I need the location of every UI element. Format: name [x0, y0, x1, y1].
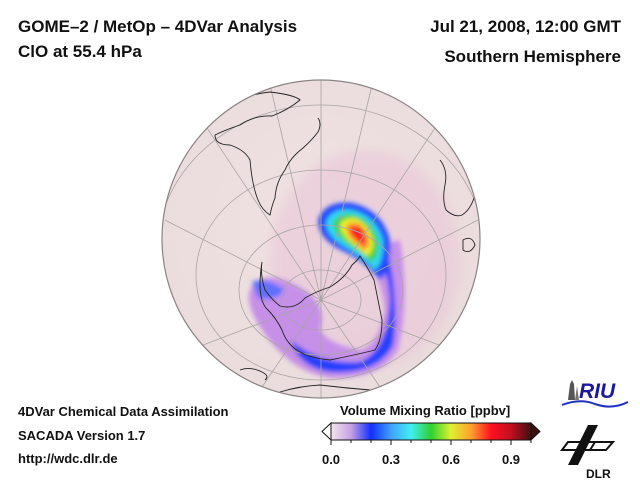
- riu-logo: RIU: [561, 380, 629, 408]
- coastlines: [195, 91, 476, 393]
- logos: RIU DLR: [560, 380, 629, 480]
- colorbar-extend-min: [321, 421, 332, 442]
- cathedral-icon: [568, 380, 575, 400]
- hemisphere-label: Southern Hemisphere: [444, 47, 621, 66]
- dlr-logo: DLR: [560, 425, 616, 480]
- colorbar-bar: [330, 422, 532, 441]
- colorbar: [321, 421, 541, 445]
- colorbar-title: Volume Mixing Ratio [ppbv]: [340, 403, 511, 418]
- footer-line-1: 4DVar Chemical Data Assimilation: [18, 404, 229, 419]
- colorbar-tick-label: 0.3: [381, 452, 401, 467]
- colorbar-tick-label: 0.9: [501, 452, 521, 467]
- title-line-2: ClO at 55.4 hPa: [18, 42, 142, 61]
- graticule: [162, 80, 480, 398]
- riu-text: RIU: [579, 380, 616, 403]
- river-icon: [561, 400, 629, 408]
- colorbar-tick-label: 0.6: [441, 452, 461, 467]
- date-label: Jul 21, 2008, 12:00 GMT: [430, 17, 621, 36]
- dlr-emblem-icon: [568, 425, 598, 465]
- colorbar-extend-max: [530, 421, 541, 442]
- colorbar-tick-label: 0.0: [321, 452, 341, 467]
- field-low: [248, 240, 405, 379]
- globe-outline: [161, 79, 481, 399]
- title-line-1: GOME–2 / MetOp – 4DVar Analysis: [18, 17, 298, 36]
- footer-link[interactable]: http://wdc.dlr.de: [18, 451, 118, 466]
- dlr-text: DLR: [586, 467, 611, 480]
- globe-contents: [162, 80, 480, 398]
- footer-line-2: SACADA Version 1.7: [18, 428, 146, 443]
